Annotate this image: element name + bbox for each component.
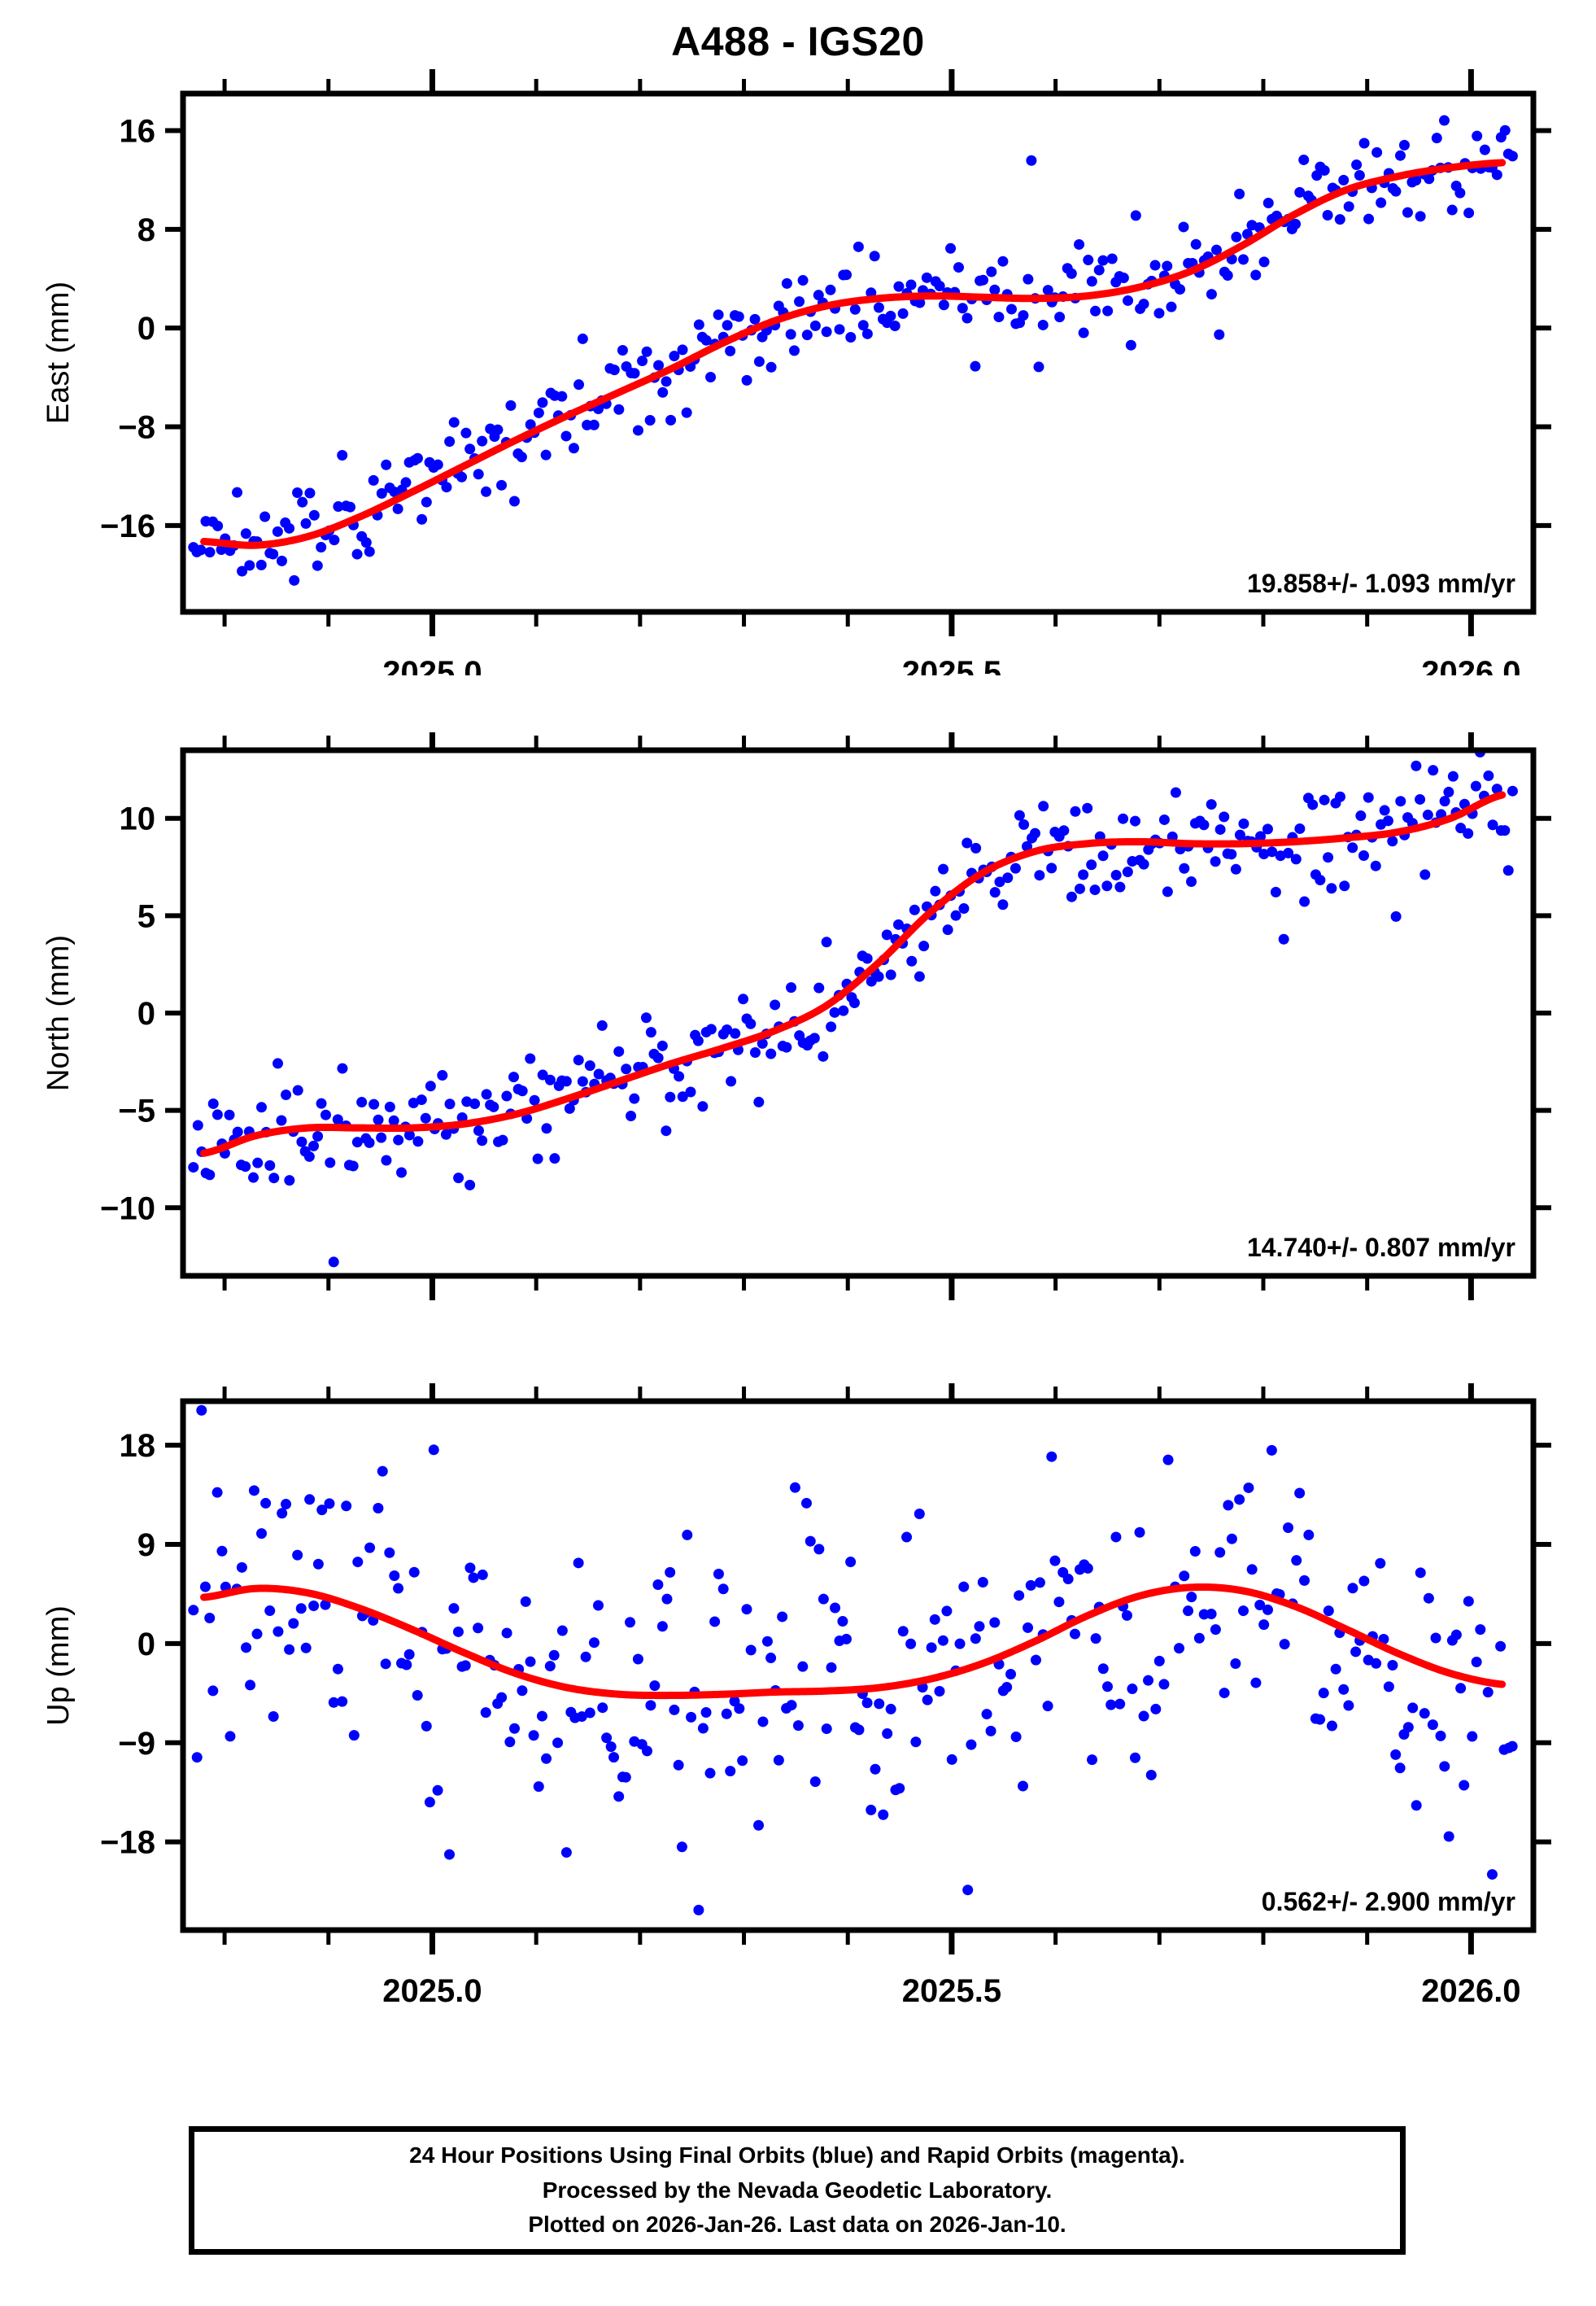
y-tick-label: −8 — [118, 410, 155, 446]
y-tick-label: 0 — [137, 311, 155, 347]
y-tick-label: −18 — [100, 1825, 155, 1861]
x-tick-label: 2026.0 — [1421, 1973, 1520, 2009]
y-tick-label: −5 — [118, 1094, 155, 1129]
page-title: A488 - IGS20 — [671, 19, 925, 64]
x-tick-label: 2025.5 — [902, 655, 1001, 675]
y-tick-label: 8 — [137, 212, 155, 248]
y-tick-label: 0 — [137, 1627, 155, 1662]
y-tick-label: 9 — [137, 1527, 155, 1563]
caption-line-3: Plotted on 2026-Jan-26. Last data on 202… — [528, 2212, 1066, 2238]
caption-box: 24 Hour Positions Using Final Orbits (bl… — [189, 2126, 1406, 2255]
caption-line-1: 24 Hour Positions Using Final Orbits (bl… — [409, 2142, 1185, 2168]
y-tick-label: −16 — [100, 509, 155, 544]
panel-up: 18 9 0 −9 −18 2025.0 2025.5 2026.0 Up (mm) 0.562+… — [41, 1383, 1551, 2009]
x-tick-label: 2025.0 — [382, 655, 482, 675]
x-tick-label: 2025.0 — [382, 1973, 482, 2009]
y-tick-label: 18 — [120, 1428, 156, 1464]
x-tick-label: 2025.5 — [902, 1973, 1001, 2009]
rate-annotation: 0.562+/- 2.900 mm/yr — [1262, 1887, 1515, 1916]
caption-line-2: Processed by the Nevada Geodetic Laborat… — [542, 2177, 1053, 2203]
rate-annotation: 14.740+/- 0.807 mm/yr — [1247, 1233, 1515, 1262]
y-axis-label: East (mm) — [41, 282, 76, 424]
y-tick-label: −9 — [118, 1726, 155, 1762]
rate-annotation: 19.858+/- 1.093 mm/yr — [1247, 569, 1515, 598]
x-tick-label: 2026.0 — [1421, 655, 1520, 675]
panel-east: 16 8 0 −8 −16 2025.0 2025.5 2026.0 East (mm) 19.8… — [41, 69, 1551, 675]
y-tick-label: 0 — [137, 996, 155, 1032]
y-tick-label: 10 — [120, 801, 156, 837]
y-tick-label: −10 — [100, 1190, 155, 1226]
y-tick-label: 5 — [137, 898, 155, 934]
y-axis-label: Up (mm) — [41, 1605, 76, 1726]
y-axis-label: North (mm) — [41, 935, 76, 1091]
y-tick-label: 16 — [120, 114, 156, 150]
